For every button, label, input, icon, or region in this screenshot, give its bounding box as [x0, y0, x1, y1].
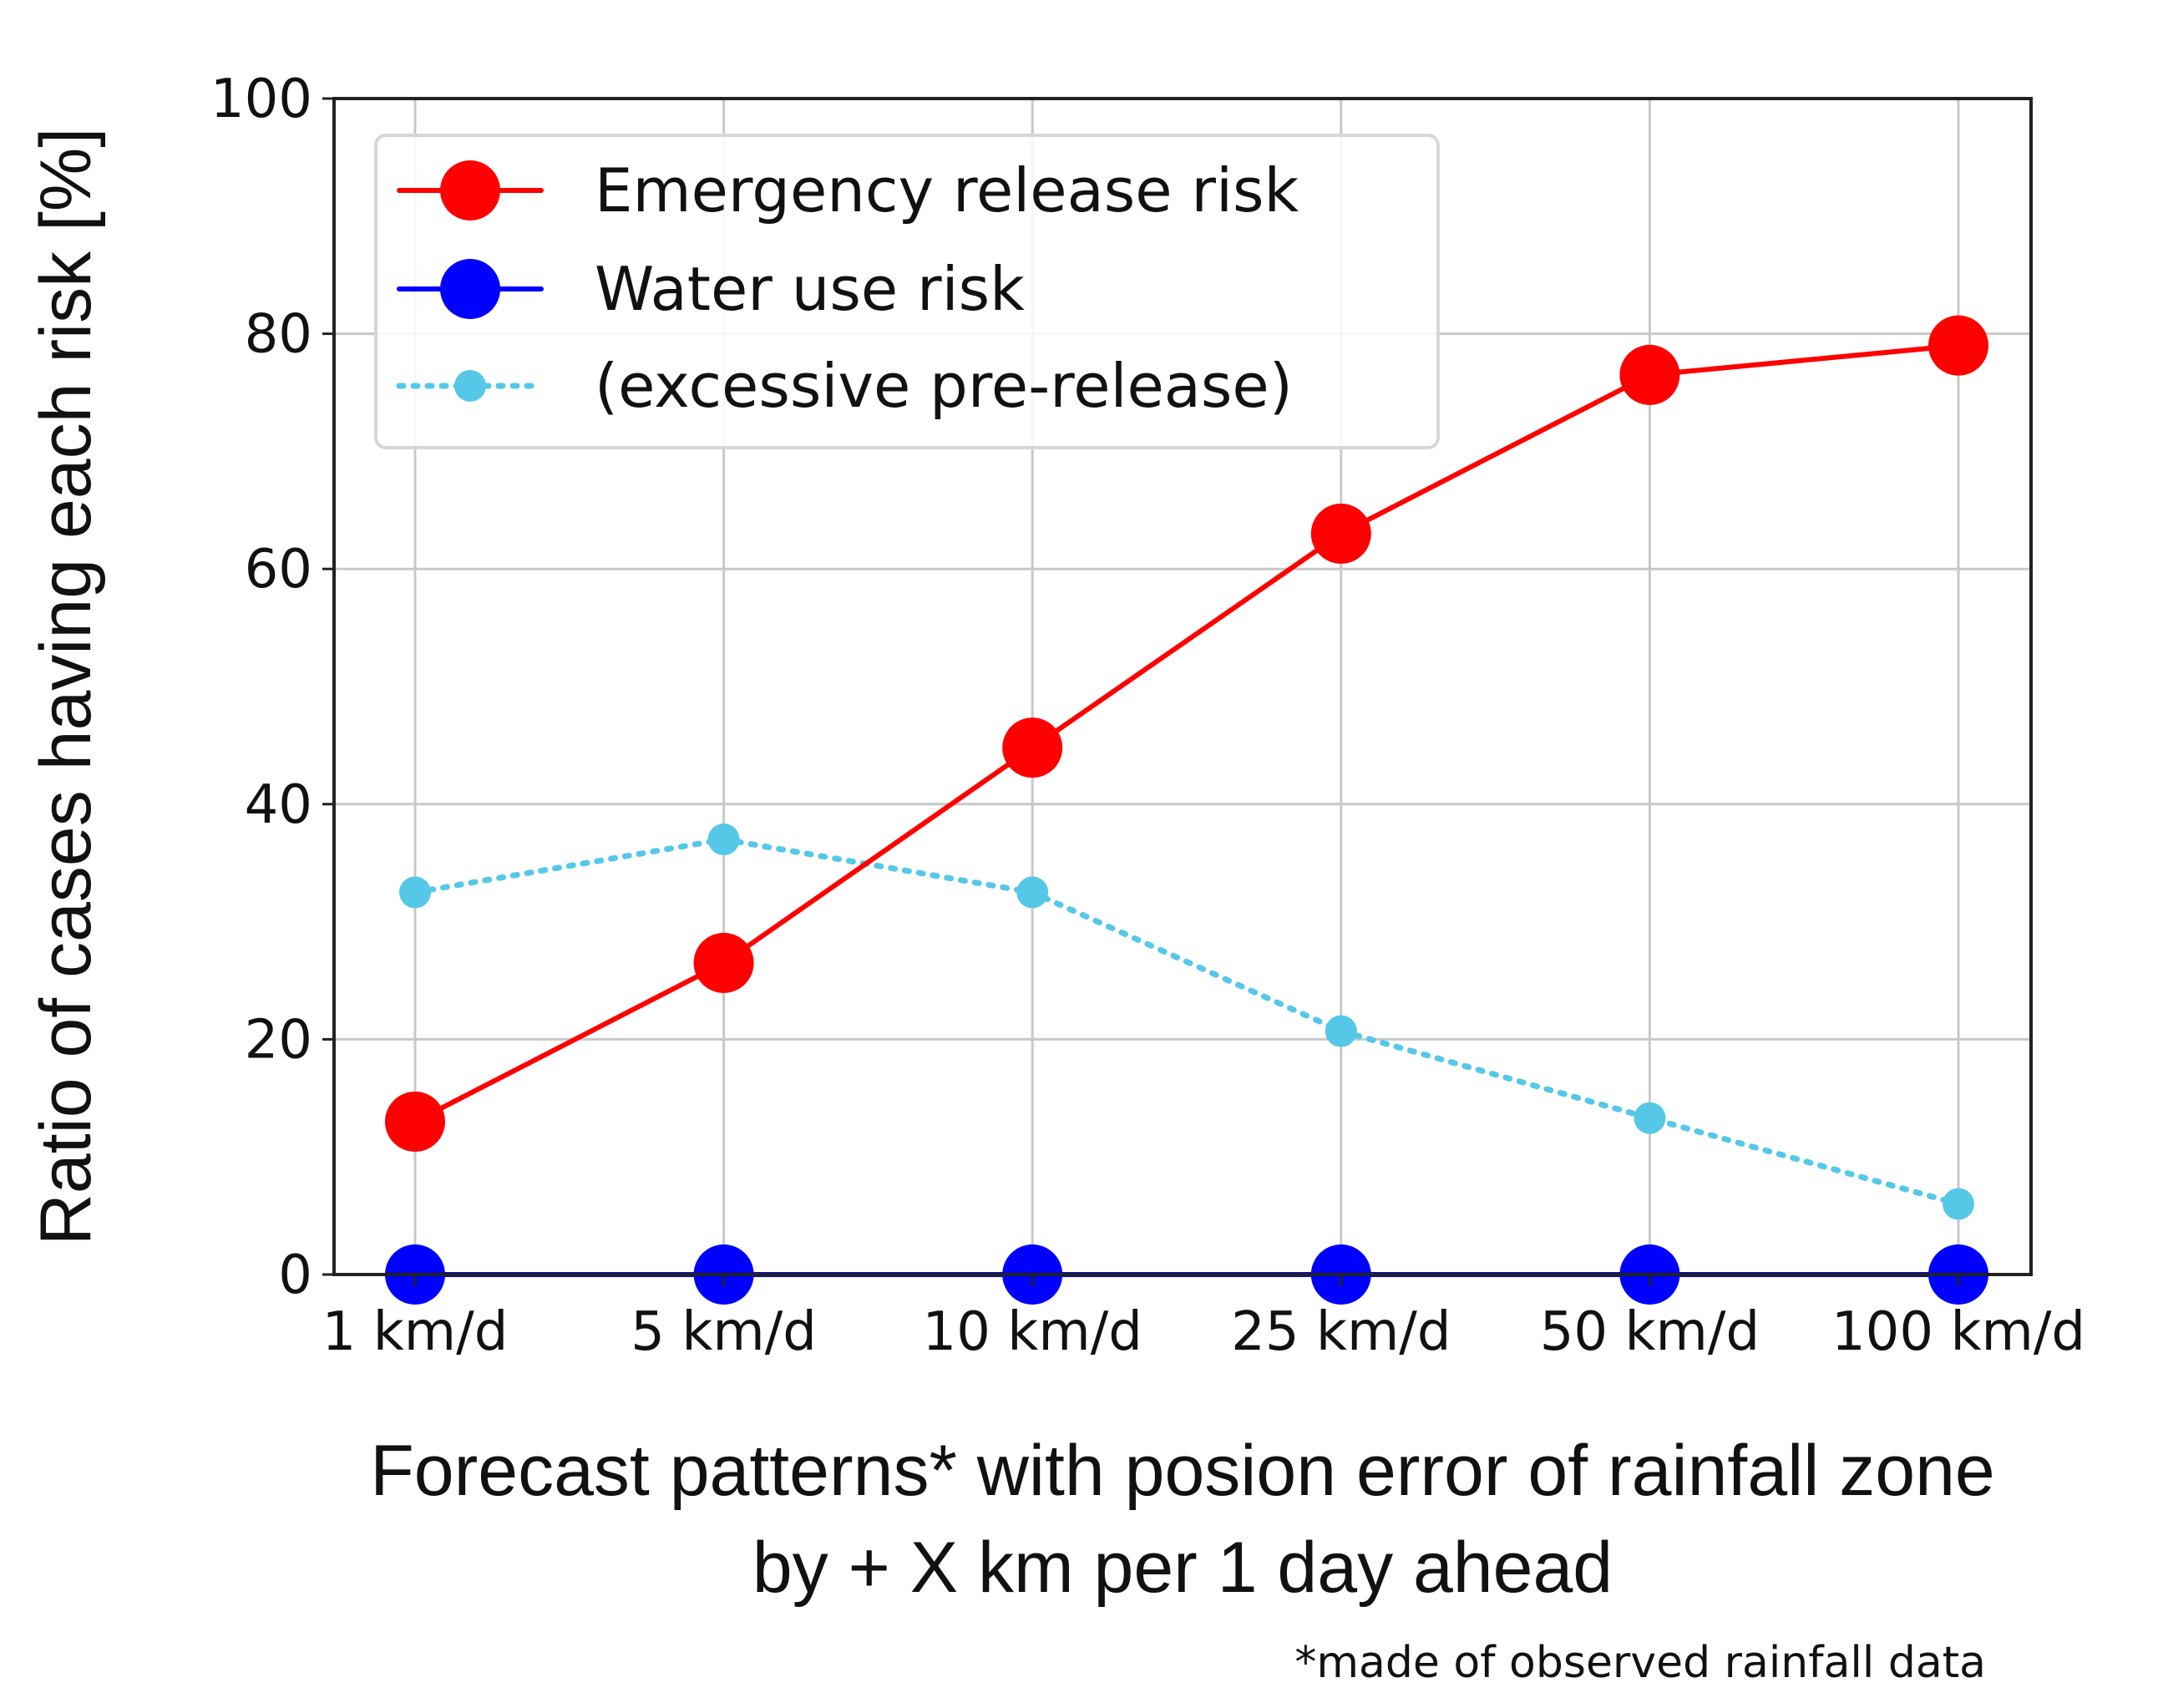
data-point-2-5 [1943, 1188, 1974, 1220]
legend-label-2: (excessive pre-release) [595, 351, 1293, 421]
x-tick-label-3: 25 km/d [1231, 1301, 1451, 1363]
series-2 [399, 824, 1974, 1220]
x-tick-label-0: 1 km/d [322, 1301, 509, 1363]
x-axis-ticks: 1 km/d 5 km/d 10 km/d 25 km/d 50 km/d 100 km/… [322, 1275, 2085, 1363]
legend: Emergency release risk Water use risk (exc… [374, 134, 1440, 449]
legend-marker-1 [440, 259, 500, 319]
data-point-2-1 [707, 824, 740, 856]
series-layer [385, 315, 1988, 1305]
series-line-0 [413, 342, 1961, 1124]
data-point-0-3 [1310, 503, 1371, 564]
legend-label-0: Emergency release risk [595, 155, 1299, 226]
y-tick-label-1: 20 [245, 1009, 312, 1071]
y-tick-label-5: 100 [210, 68, 312, 130]
data-point-2-3 [1325, 1015, 1357, 1047]
legend-box [374, 134, 1440, 449]
footnote: *made of observed rainfall data [1294, 1638, 1986, 1688]
y-axis-ticks: 0 20 40 60 80 100 [210, 68, 334, 1306]
data-point-0-0 [385, 1091, 445, 1152]
y-tick-label-4: 80 [245, 304, 312, 366]
legend-label-1: Water use risk [595, 254, 1025, 324]
x-axis-label-line-2: by + X km per 1 day ahead [752, 1528, 1613, 1608]
x-axis-label-line-1: Forecast patterns* with posion error of … [370, 1431, 1995, 1511]
x-tick-label-4: 50 km/d [1540, 1301, 1760, 1363]
x-tick-label-1: 5 km/d [631, 1301, 817, 1363]
legend-marker-2 [454, 370, 486, 402]
data-point-0-5 [1928, 315, 1988, 376]
data-point-0-4 [1619, 344, 1680, 405]
x-tick-label-5: 100 km/d [1831, 1301, 2085, 1363]
y-tick-label-3: 60 [245, 539, 312, 601]
x-tick-label-2: 10 km/d [923, 1301, 1142, 1363]
y-tick-label-0: 0 [278, 1244, 312, 1306]
y-tick-label-2: 40 [245, 774, 312, 836]
data-point-2-2 [1016, 876, 1049, 909]
data-point-2-4 [1634, 1102, 1666, 1134]
data-point-2-0 [399, 876, 431, 909]
legend-marker-0 [440, 160, 500, 220]
series-0 [385, 315, 1988, 1152]
y-axis-label: Ratio of cases having each risk [%] [26, 128, 106, 1245]
series-line-2 [412, 836, 1962, 1208]
data-point-0-2 [1002, 717, 1063, 778]
data-point-0-1 [693, 932, 754, 993]
plot-frame [332, 97, 2033, 1276]
